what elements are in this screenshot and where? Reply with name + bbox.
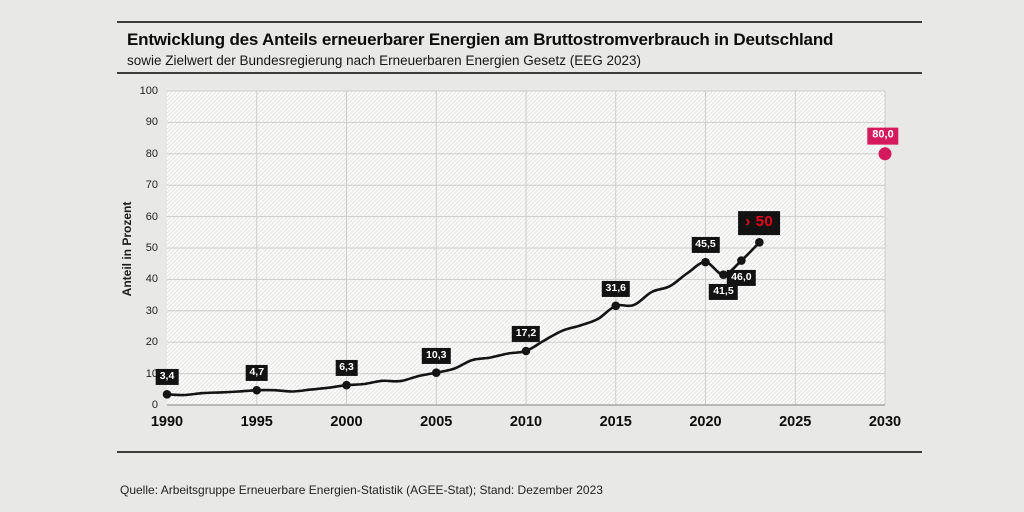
data-label-1995: 4,7: [245, 365, 269, 382]
source-note: Quelle: Arbeitsgruppe Erneuerbare Energi…: [120, 483, 603, 497]
header-divider: [117, 72, 922, 74]
y-tick-100: 100: [139, 85, 158, 97]
y-tick-90: 90: [145, 116, 158, 129]
data-label-2023: › 50: [738, 211, 781, 236]
x-tick-2000: 2000: [330, 414, 363, 430]
data-label-2010: 17,2: [511, 325, 541, 343]
x-tick-2025: 2025: [779, 414, 812, 430]
data-label-2015: 31,6: [601, 280, 630, 297]
data-label-2020: 45,5: [691, 237, 720, 254]
x-tick-2030: 2030: [868, 414, 902, 430]
data-label-2022: 46,0: [727, 269, 756, 286]
data-label-2000: 6,3: [335, 360, 358, 377]
y-tick-60: 60: [145, 210, 158, 223]
footer-divider: [117, 451, 922, 453]
x-tick-2020: 2020: [689, 414, 722, 430]
y-tick-0: 0: [151, 399, 158, 411]
chart-subtitle: sowie Zielwert der Bundesregierung nach …: [127, 53, 642, 68]
series-line: [165, 241, 761, 397]
chart-title: Entwicklung des Anteils erneuerbarer Ene…: [127, 30, 834, 49]
data-label-2005: 10,3: [422, 347, 451, 364]
series-markers: [162, 238, 764, 399]
data-label-2021: 41,5: [709, 283, 738, 300]
y-tick-10: 10: [145, 367, 158, 380]
y-tick-40: 40: [145, 273, 158, 286]
x-tick-2010: 2010: [509, 414, 543, 430]
y-tick-80: 80: [145, 147, 158, 160]
x-tick-2015: 2015: [599, 414, 632, 430]
target-point-2030: [878, 147, 892, 161]
x-tick-1990: 1990: [150, 414, 184, 430]
data-label-2030: 80,0: [867, 127, 899, 145]
y-tick-30: 30: [145, 304, 158, 317]
data-label-1990: 3,4: [155, 369, 179, 386]
top-divider: [117, 21, 922, 23]
x-tick-1995: 1995: [240, 414, 273, 430]
x-tick-2005: 2005: [420, 414, 453, 430]
y-tick-20: 20: [145, 336, 158, 349]
y-tick-70: 70: [145, 179, 158, 192]
y-tick-50: 50: [145, 242, 158, 254]
